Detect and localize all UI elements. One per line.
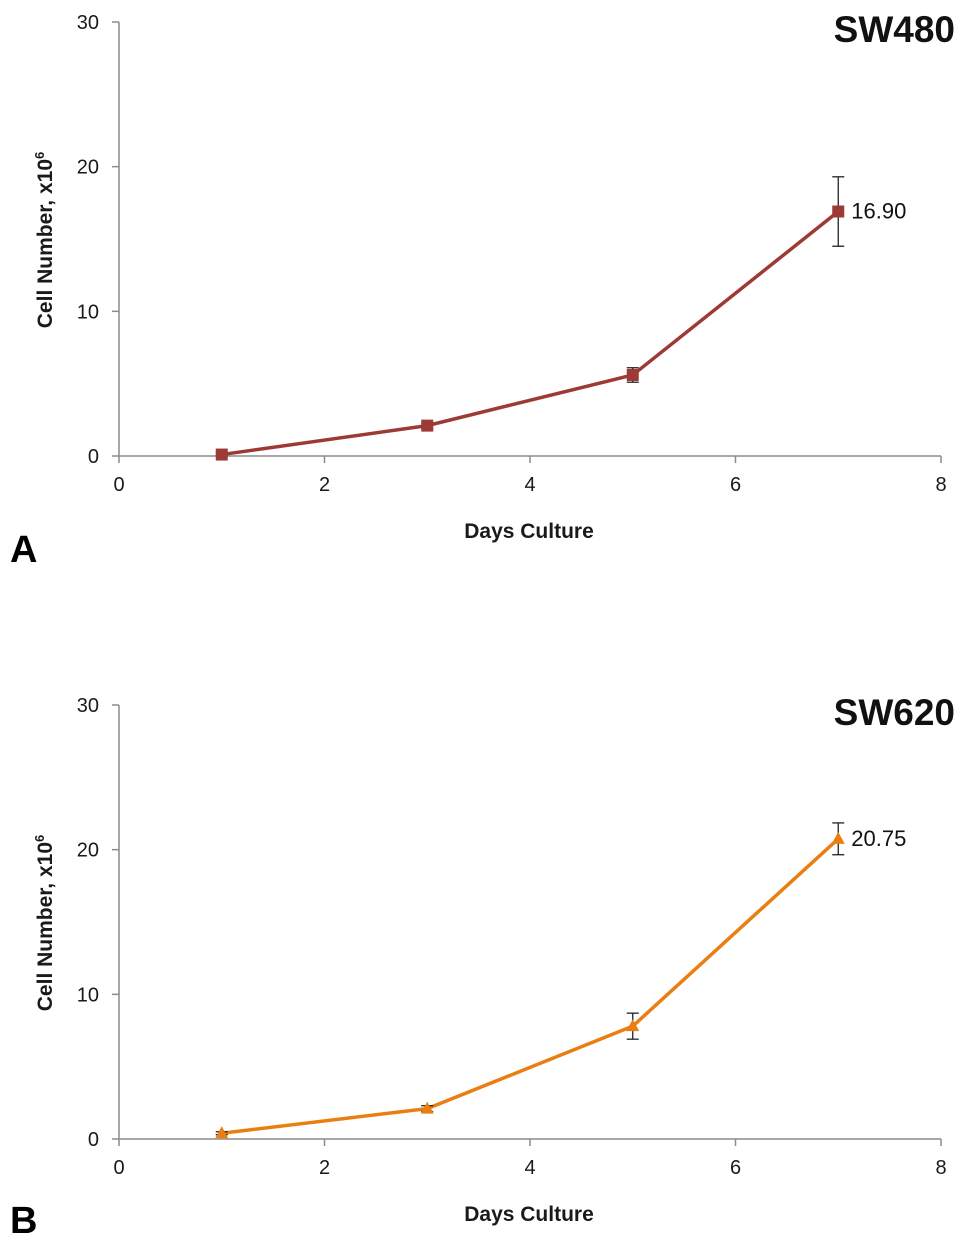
data-point xyxy=(420,1101,434,1114)
x-tick-label: 2 xyxy=(319,1157,330,1179)
y-tick-label: 20 xyxy=(77,840,99,862)
series-group: 16.90 xyxy=(215,176,906,461)
tick-marks xyxy=(112,21,942,463)
y-tick-label: 30 xyxy=(77,12,99,34)
series-line xyxy=(221,210,840,457)
y-tick-labels: 0 10 20 30 xyxy=(77,695,99,1151)
x-axis-title: Days Culture xyxy=(464,1203,594,1226)
y-tick-label: 10 xyxy=(77,984,99,1006)
y-tick-label: 0 xyxy=(88,1129,99,1151)
y-axis-title: Cell Number, x106 xyxy=(32,152,57,328)
y-tick-label: 10 xyxy=(77,301,99,323)
chart-panel-a: 0 10 20 30 0 2 4 6 8 Cell Number, x106 Days Cul… xyxy=(10,9,955,571)
x-tick-label: 8 xyxy=(935,1157,946,1179)
data-point xyxy=(215,1126,229,1139)
x-tick-label: 6 xyxy=(730,474,741,496)
data-point xyxy=(626,368,639,381)
x-tick-label: 6 xyxy=(730,1157,741,1179)
data-point xyxy=(421,419,434,432)
data-point xyxy=(215,448,228,461)
series-group: 20.75 xyxy=(215,822,906,1139)
x-tick-label: 4 xyxy=(524,474,535,496)
x-tick-label: 0 xyxy=(113,474,124,496)
x-tick-label: 4 xyxy=(524,1157,535,1179)
data-label: 20.75 xyxy=(851,826,906,851)
panel-letter: B xyxy=(10,1200,37,1242)
y-tick-label: 20 xyxy=(77,157,99,179)
x-tick-label: 2 xyxy=(319,474,330,496)
panel-letter: A xyxy=(10,529,37,571)
x-tick-labels: 0 2 4 6 8 xyxy=(113,1157,946,1179)
x-axis-title: Days Culture xyxy=(464,520,594,543)
data-point xyxy=(832,205,845,218)
y-axis-title: Cell Number, x106 xyxy=(32,835,57,1011)
x-tick-label: 8 xyxy=(935,474,946,496)
y-tick-label: 30 xyxy=(77,695,99,717)
tick-marks xyxy=(112,704,942,1146)
y-tick-labels: 0 10 20 30 xyxy=(77,12,99,468)
chart-panel-b: 0 10 20 30 0 2 4 6 8 Cell Number, x106 Days Cul… xyxy=(10,692,955,1242)
x-tick-labels: 0 2 4 6 8 xyxy=(113,474,946,496)
x-tick-label: 0 xyxy=(113,1157,124,1179)
chart-title: SW620 xyxy=(834,692,955,733)
data-point xyxy=(831,831,845,844)
data-point xyxy=(626,1019,640,1032)
series-line xyxy=(221,837,840,1135)
data-label: 16.90 xyxy=(851,199,906,224)
y-tick-label: 0 xyxy=(88,446,99,468)
chart-title: SW480 xyxy=(834,9,955,50)
